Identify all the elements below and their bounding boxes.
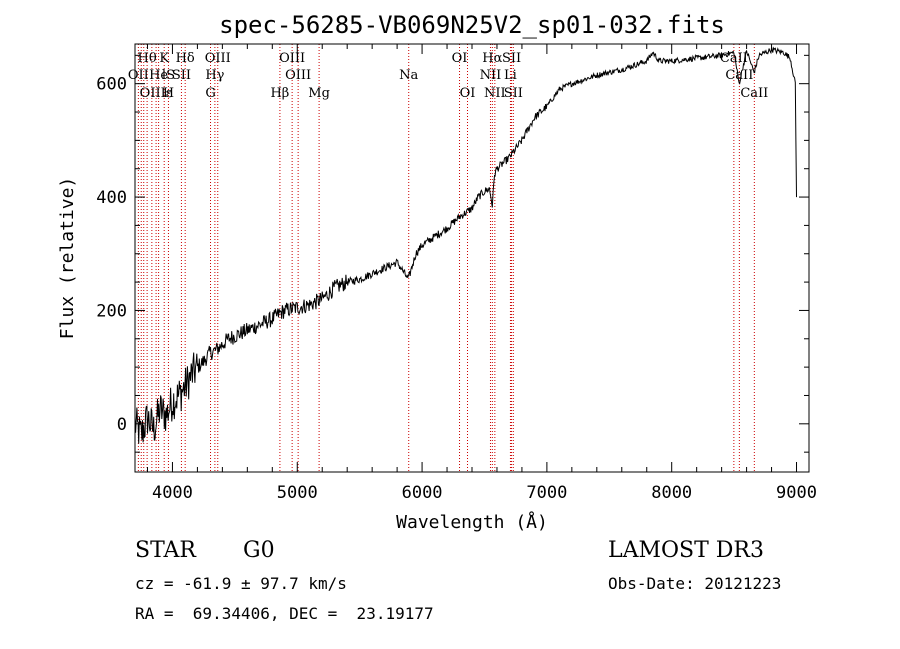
- y-tick-label-600: 600: [96, 75, 127, 95]
- line-label-17: Li: [504, 68, 517, 83]
- x-axis-ticks: 4000 5000 6000 7000 8000 9000: [146, 44, 817, 503]
- y-tick-label-400: 400: [96, 188, 127, 208]
- chart-title: spec-56285-VB069N25V2_sp01-032.fits: [219, 11, 725, 39]
- line-label-18: CaII: [725, 68, 753, 83]
- x-tick-label-7000: 7000: [526, 483, 567, 503]
- line-label-24: OI: [460, 86, 476, 101]
- line-label-26: SII: [504, 86, 523, 101]
- y-axis-label: Flux (relative): [57, 177, 78, 340]
- line-label-20: H: [163, 86, 174, 101]
- y-tick-label-0: 0: [117, 415, 127, 435]
- x-tick-label-4000: 4000: [152, 483, 193, 503]
- line-label-0: Hθ: [138, 51, 157, 66]
- line-label-10: He: [149, 68, 168, 83]
- line-label-14: OIII: [285, 68, 311, 83]
- marker-lines-group: [137, 44, 755, 472]
- line-label-22: Hβ: [270, 86, 289, 101]
- x-tick-label-6000: 6000: [402, 483, 443, 503]
- x-tick-label-5000: 5000: [277, 483, 318, 503]
- x-axis-label: Wavelength (Å): [396, 511, 548, 533]
- line-label-1: K: [159, 51, 169, 66]
- line-label-16: NII: [480, 68, 502, 83]
- line-label-3: OIII: [205, 51, 231, 66]
- line-label-13: Hγ: [205, 68, 224, 83]
- line-label-23: Mg: [308, 86, 330, 101]
- object-class: STAR: [135, 538, 196, 563]
- line-label-21: G: [205, 86, 215, 101]
- flux-series-line: [134, 46, 797, 444]
- line-label-2: Hδ: [176, 51, 195, 66]
- line-label-7: SII: [502, 51, 521, 66]
- line-label-8: CaII: [720, 51, 748, 66]
- y-tick-label-200: 200: [96, 301, 127, 321]
- coordinates-text: RA = 69.34406, DEC = 23.19177: [135, 604, 434, 623]
- redshift-text: cz = -61.9 ± 97.7 km/s: [135, 574, 347, 593]
- x-tick-label-8000: 8000: [651, 483, 692, 503]
- line-label-9: OII: [128, 68, 149, 83]
- obs-date: Obs-Date: 20121223: [608, 574, 782, 593]
- line-label-19: OIIIε: [140, 86, 173, 101]
- object-subclass: G0: [243, 538, 275, 563]
- plot-frame: [134, 43, 810, 473]
- line-label-25: NII: [484, 86, 506, 101]
- line-label-11: lS: [162, 68, 175, 83]
- survey-name: LAMOST DR3: [608, 538, 764, 563]
- line-label-4: OIII: [279, 51, 305, 66]
- line-label-6: Hα: [482, 51, 502, 66]
- line-label-12: SII: [172, 68, 191, 83]
- line-label-27: CaII: [740, 86, 768, 101]
- x-tick-label-9000: 9000: [776, 483, 817, 503]
- y-axis-ticks: 0 200 400 600: [96, 54, 809, 453]
- line-label-5: OI: [452, 51, 468, 66]
- line-label-15: Na: [399, 68, 418, 83]
